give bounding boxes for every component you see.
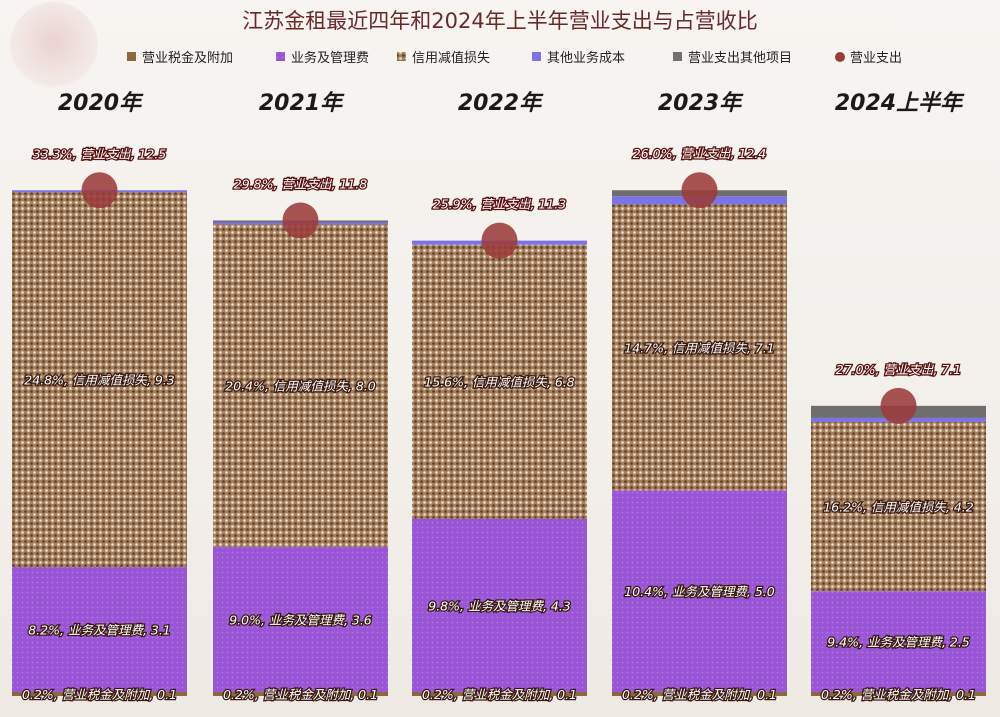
legend-swatch (835, 52, 845, 62)
data-label: 0.2%, 营业税金及附加, 0.1 (422, 687, 577, 702)
bar-segment (612, 490, 787, 692)
legend-swatch (532, 52, 541, 61)
data-label: 20.4%, 信用减值损失, 8.0 (225, 379, 376, 394)
legend-swatch (127, 52, 136, 61)
category-label: 2022年 (458, 90, 544, 116)
data-label: 15.6%, 信用减值损失, 6.8 (424, 375, 575, 390)
total-marker (880, 387, 917, 424)
legend-label: 营业税金及附加 (142, 50, 233, 66)
bar-segment (213, 546, 388, 692)
chart-title: 江苏金租最近四年和2024年上半年营业支出与占营收比 (242, 9, 757, 33)
total-marker (481, 222, 518, 259)
logo-watermark (10, 2, 98, 90)
legend-label: 营业支出 (850, 51, 902, 66)
category-label: 2020年 (58, 90, 144, 116)
legend-item: 营业支出其他项目 (673, 51, 792, 66)
total-label: 33.3%, 营业支出, 12.5 (33, 146, 166, 161)
bar-segment (213, 691, 388, 696)
category-label: 2021年 (259, 90, 345, 116)
legend-item: 营业支出 (835, 51, 902, 66)
data-label: 9.4%, 业务及管理费, 2.5 (827, 635, 970, 650)
total-label: 25.9%, 营业支出, 11.3 (433, 197, 566, 212)
data-label: 24.8%, 信用减值损失, 9.3 (24, 373, 175, 388)
legend-swatch (397, 52, 406, 61)
data-label: 14.7%, 信用减值损失, 7.1 (624, 340, 774, 355)
category-label: 2023年 (658, 90, 744, 116)
bar-segment (412, 518, 587, 692)
legend-swatch (276, 52, 285, 61)
data-label: 8.2%, 业务及管理费, 3.1 (28, 623, 171, 638)
legend-label: 信用减值损失 (412, 50, 490, 66)
data-label: 9.8%, 业务及管理费, 4.3 (428, 598, 571, 613)
legend-item: 业务及管理费 (276, 50, 369, 66)
bar-segment (12, 192, 187, 568)
total-marker (282, 202, 319, 239)
data-label: 10.4%, 业务及管理费, 5.0 (624, 584, 775, 599)
data-label: 16.2%, 信用减值损失, 4.2 (823, 500, 974, 515)
data-label: 0.2%, 营业税金及附加, 0.1 (223, 687, 378, 702)
bar-segment (612, 691, 787, 696)
bar-segment (213, 224, 388, 547)
bar-segment (612, 204, 787, 491)
legend-item: 营业税金及附加 (127, 50, 233, 66)
data-label: 0.2%, 营业税金及附加, 0.1 (22, 687, 177, 702)
legend-swatch (673, 52, 682, 61)
total-label: 29.8%, 营业支出, 11.8 (234, 176, 367, 191)
bar-segment (12, 691, 187, 696)
data-label: 0.2%, 营业税金及附加, 0.1 (622, 687, 777, 702)
data-label: 9.0%, 业务及管理费, 3.6 (229, 612, 372, 627)
legend-label: 业务及管理费 (291, 50, 369, 66)
bar-segment (811, 421, 986, 592)
bar-segment (412, 691, 587, 696)
data-label: 0.2%, 营业税金及附加, 0.1 (821, 687, 976, 702)
bar-segment (811, 591, 986, 692)
total-marker (81, 172, 118, 209)
legend-label: 营业支出其他项目 (688, 51, 792, 66)
bar-segment (12, 567, 187, 692)
total-label: 26.0%, 营业支出, 12.4 (633, 146, 766, 161)
legend-item: 信用减值损失 (397, 50, 490, 66)
bar-segment (811, 691, 986, 696)
bar-segment (412, 244, 587, 519)
total-marker (681, 172, 718, 209)
legend-item: 其他业务成本 (532, 50, 625, 66)
total-label: 27.0%, 营业支出, 7.1 (836, 362, 961, 377)
legend-label: 其他业务成本 (547, 50, 625, 66)
category-label: 2024上半年 (835, 90, 965, 116)
